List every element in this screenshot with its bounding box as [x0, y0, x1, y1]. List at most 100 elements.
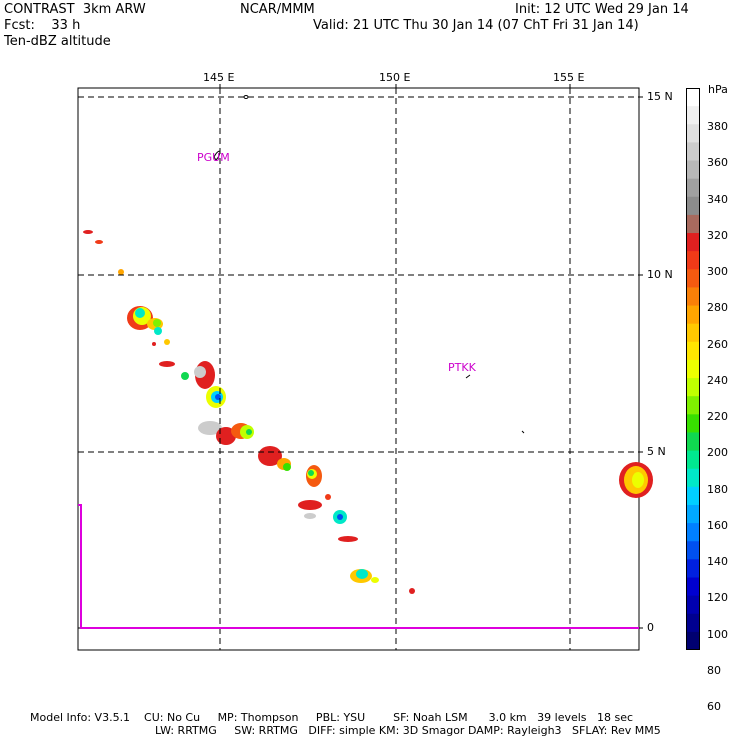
- colorbar-tick-label: 340: [707, 192, 728, 206]
- colorbar-tick-label: 320: [707, 228, 728, 242]
- cell: [159, 361, 175, 367]
- cell: [632, 472, 644, 488]
- colorbar-tick-label: 280: [707, 301, 728, 315]
- colorbar-unit: hPa: [708, 83, 728, 96]
- lon-label-145: 145 E: [203, 71, 235, 84]
- colorbar-segment: [686, 486, 700, 506]
- cell: [152, 342, 156, 346]
- lat-label-10n: 10 N: [647, 268, 673, 281]
- colorbar-segment: [686, 523, 700, 542]
- colorbar-tick-label: 180: [707, 482, 728, 496]
- colorbar-tick-label: 360: [707, 156, 728, 170]
- lat-label-5n: 5 N: [647, 445, 666, 458]
- cell: [135, 308, 145, 318]
- colorbar-tick-label: 100: [707, 627, 728, 641]
- cell: [304, 513, 316, 519]
- colorbar-segment: [686, 359, 700, 379]
- colorbar-tick-label: 60: [707, 700, 721, 714]
- cell: [308, 470, 314, 476]
- cell: [298, 500, 322, 510]
- colorbar-segment: [686, 269, 700, 288]
- cell: [258, 446, 282, 466]
- init-time: Init: 12 UTC Wed 29 Jan 14: [515, 2, 689, 17]
- colorbar-segment: [686, 178, 700, 198]
- island: [243, 95, 249, 99]
- colorbar-segment: [686, 450, 700, 470]
- colorbar-tick-label: 380: [707, 120, 728, 133]
- colorbar-segment: [686, 396, 700, 415]
- colorbar-segment: [686, 468, 700, 488]
- colorbar-tick-label: 260: [707, 337, 728, 351]
- colorbar-tick-label: 160: [707, 518, 728, 532]
- cell: [154, 327, 162, 335]
- colorbar-segment: [686, 124, 700, 143]
- colorbar-segment: [686, 196, 700, 216]
- colorbar-border: [686, 88, 700, 650]
- colorbar-segment: [686, 88, 700, 107]
- cell: [409, 588, 415, 594]
- cell: [356, 569, 368, 579]
- model-title: CONTRAST 3km ARW: [4, 2, 146, 17]
- colorbar-tick-label: 80: [707, 663, 721, 677]
- cell: [153, 319, 161, 327]
- pohnpei-island: [521, 430, 525, 434]
- cell: [338, 536, 358, 542]
- cell: [83, 230, 93, 234]
- colorbar-segment: [686, 559, 700, 578]
- cell: [164, 339, 170, 345]
- colorbar-tick-label: 120: [707, 591, 728, 605]
- chuuk-island: [465, 374, 471, 379]
- station-pgum-label: PGUM: [197, 151, 230, 164]
- colorbar-segment: [686, 504, 700, 524]
- colorbar: [686, 88, 700, 650]
- colorbar-segment: [686, 577, 700, 597]
- lat-label-15n: 15 N: [647, 90, 673, 103]
- domain-boundary: [78, 504, 639, 629]
- colorbar-segment: [686, 305, 700, 325]
- colorbar-tick-label: 220: [707, 410, 728, 424]
- forecast-hour: Fcst: 33 h: [4, 18, 81, 33]
- station-ptkk-label: PTKK: [448, 361, 476, 374]
- cell: [194, 366, 206, 378]
- colorbar-segment: [686, 323, 700, 343]
- colorbar-segment: [686, 378, 700, 397]
- colorbar-segment: [686, 106, 700, 125]
- colorbar-segment: [686, 214, 700, 234]
- colorbar-segment: [686, 251, 700, 270]
- colorbar-segment: [686, 595, 700, 615]
- cell: [371, 577, 379, 583]
- colorbar-segment: [686, 541, 700, 560]
- colorbar-segment: [686, 613, 700, 633]
- cell: [118, 269, 124, 275]
- colorbar-tick-label: 300: [707, 265, 728, 279]
- map-frame: [77, 87, 640, 651]
- cell: [325, 494, 331, 500]
- colorbar-segment: [686, 631, 700, 650]
- cell: [181, 372, 189, 380]
- model-info-line1: Model Info: V3.5.1 CU: No Cu MP: Thompso…: [30, 711, 634, 724]
- institution: NCAR/MMM: [240, 2, 315, 17]
- cell: [95, 240, 103, 244]
- lon-label-155: 155 E: [553, 71, 585, 84]
- colorbar-segment: [686, 414, 700, 433]
- colorbar-tick-label: 140: [707, 555, 728, 569]
- cell: [246, 429, 252, 435]
- cell: [337, 514, 343, 520]
- colorbar-segment: [686, 233, 700, 252]
- cell: [216, 427, 236, 445]
- model-info-line2: LW: RRTMG SW: RRTMG DIFF: simple KM: 3D …: [155, 724, 661, 737]
- colorbar-tick-label: 240: [707, 373, 728, 387]
- colorbar-segment: [686, 432, 700, 452]
- tick-marks: [219, 84, 643, 629]
- colorbar-segment: [686, 341, 700, 361]
- cell: [198, 421, 222, 435]
- guam-island: [213, 150, 221, 161]
- lon-label-150: 150 E: [379, 71, 411, 84]
- colorbar-segment: [686, 142, 700, 162]
- colorbar-segment: [686, 287, 700, 307]
- colorbar-segment: [686, 160, 700, 180]
- field-name: Ten-dBZ altitude: [4, 34, 111, 49]
- colorbar-tick-label: 200: [707, 446, 728, 460]
- lat-label-equator: 0: [647, 621, 654, 634]
